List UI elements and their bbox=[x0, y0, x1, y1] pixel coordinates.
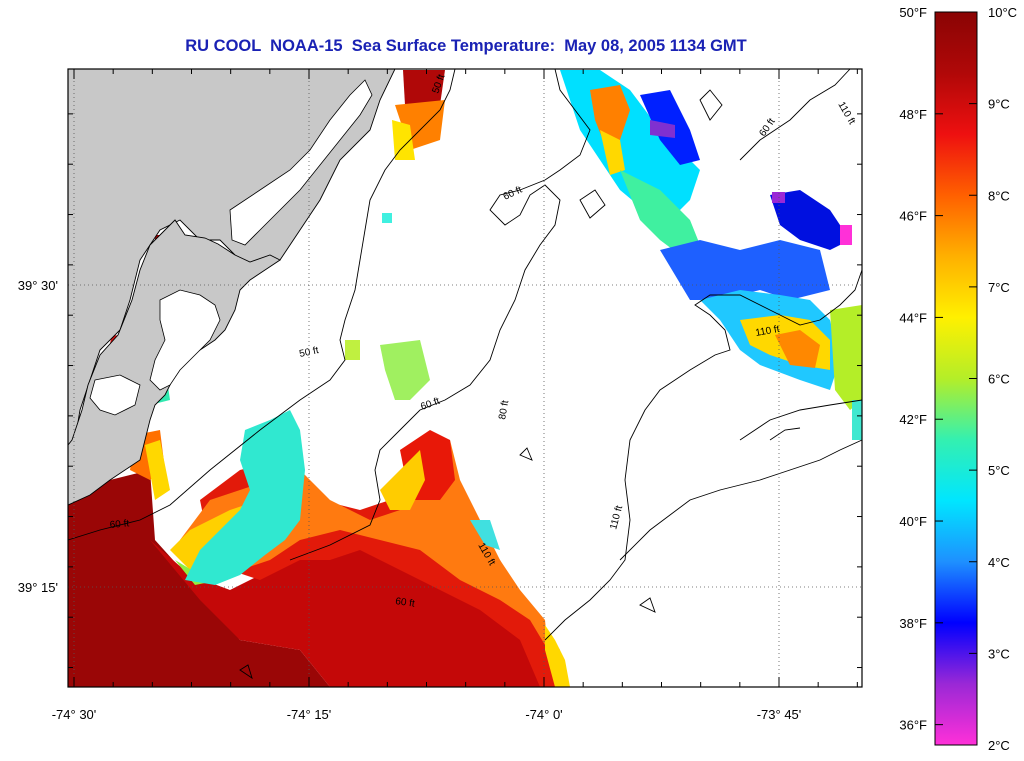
colorbar-celsius-label: 5°C bbox=[988, 463, 1010, 478]
colorbar-celsius-label: 4°C bbox=[988, 555, 1010, 570]
bathymetry-contours bbox=[67, 68, 863, 680]
colorbar-fahrenheit-label: 42°F bbox=[899, 412, 927, 427]
colorbar-celsius-label: 8°C bbox=[988, 188, 1010, 203]
colorbar-celsius-label: 10°C bbox=[988, 5, 1017, 20]
colorbar-fahrenheit-label: 36°F bbox=[899, 718, 927, 733]
longitude-label: -74° 0' bbox=[525, 707, 562, 722]
contour-label: 50 ft bbox=[298, 345, 320, 360]
sst-map: 50 ft 50 ft 60 ft 60 ft 60 ft 60 ft 80 f… bbox=[18, 68, 863, 722]
sst-colorbar: 10°C 9°C 8°C 7°C 6°C 5°C 4°C 3°C 2°C 50°F 48°F 46°F… bbox=[899, 5, 1017, 753]
contour-label: 110 ft bbox=[755, 324, 781, 339]
colorbar-celsius-label: 9°C bbox=[988, 97, 1010, 112]
colorbar-fahrenheit-label: 48°F bbox=[899, 107, 927, 122]
colorbar-celsius-label: 2°C bbox=[988, 738, 1010, 753]
colorbar-celsius-label: 7°C bbox=[988, 280, 1010, 295]
latitude-label: 39° 15' bbox=[18, 580, 58, 595]
colorbar-fahrenheit-label: 40°F bbox=[899, 514, 927, 529]
colorbar-fahrenheit-label: 50°F bbox=[899, 5, 927, 20]
axis-labels: -74° 30' -74° 15' -74° 0' -73° 45' 39° 30' 39… bbox=[18, 278, 801, 722]
contour-label: 60 ft bbox=[395, 596, 416, 610]
colorbar-celsius-label: 6°C bbox=[988, 372, 1010, 387]
axis-ticks bbox=[68, 69, 862, 687]
graticule bbox=[68, 69, 862, 687]
longitude-label: -73° 45' bbox=[757, 707, 802, 722]
colorbar-fahrenheit-label: 46°F bbox=[899, 209, 927, 224]
colorbar-fahrenheit-label: 44°F bbox=[899, 310, 927, 325]
map-frame bbox=[67, 68, 863, 688]
colorbar-celsius-label: 3°C bbox=[988, 646, 1010, 661]
longitude-label: -74° 30' bbox=[52, 707, 97, 722]
contour-label: 80 ft bbox=[497, 399, 511, 420]
contour-label: 60 ft bbox=[109, 518, 130, 531]
latitude-label: 39° 30' bbox=[18, 278, 58, 293]
map-title: RU COOL NOAA-15 Sea Surface Temperature:… bbox=[185, 37, 747, 55]
longitude-label: -74° 15' bbox=[287, 707, 332, 722]
colorbar-fahrenheit-label: 38°F bbox=[899, 616, 927, 631]
